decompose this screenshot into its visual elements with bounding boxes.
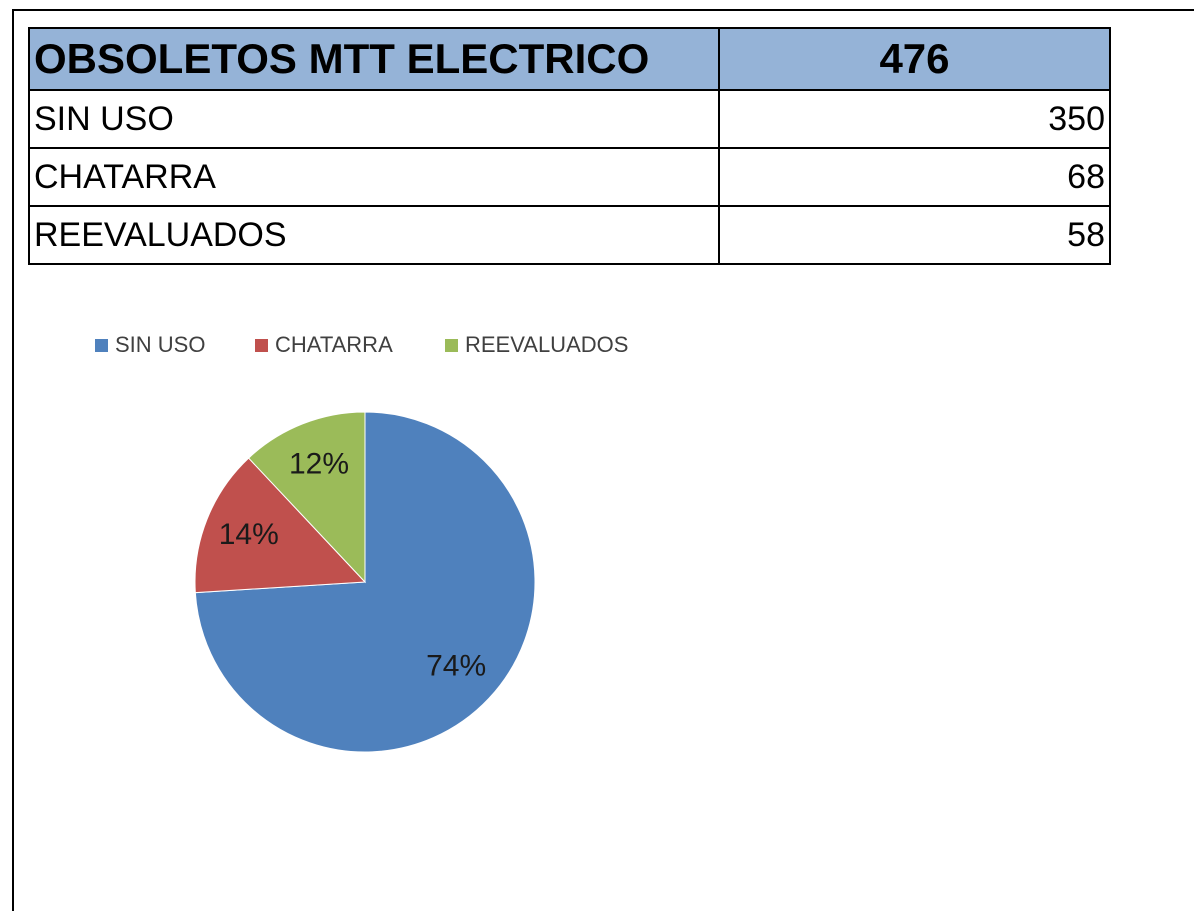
row-value: 350 [718, 89, 1111, 149]
header-label: OBSOLETOS MTT ELECTRICO [28, 27, 720, 91]
row-value: 58 [718, 205, 1111, 265]
table-row: SIN USO 350 [28, 89, 1111, 149]
row-label: SIN USO [28, 89, 720, 149]
header-total: 476 [718, 27, 1111, 91]
row-label: CHATARRA [28, 147, 720, 207]
sheet-frame [12, 9, 1194, 911]
table-row: CHATARRA 68 [28, 147, 1111, 207]
legend-swatch [95, 339, 108, 352]
pie-slice [194, 457, 367, 594]
legend-swatch [445, 339, 458, 352]
slice-label: 12% [289, 448, 349, 481]
legend-swatch [255, 339, 268, 352]
row-label: REEVALUADOS [28, 205, 720, 265]
table-row: REEVALUADOS 58 [28, 205, 1111, 265]
legend-label: SIN USO [115, 332, 205, 357]
pie-slice [247, 411, 366, 584]
legend-label: REEVALUADOS [465, 332, 628, 357]
legend-label: CHATARRA [275, 332, 393, 357]
summary-table: OBSOLETOS MTT ELECTRICO 476 SIN USO 350 … [28, 27, 1111, 265]
row-value: 68 [718, 147, 1111, 207]
slice-label: 14% [219, 518, 279, 551]
table-header: OBSOLETOS MTT ELECTRICO 476 [28, 27, 1111, 91]
slice-label: 74% [426, 649, 486, 682]
